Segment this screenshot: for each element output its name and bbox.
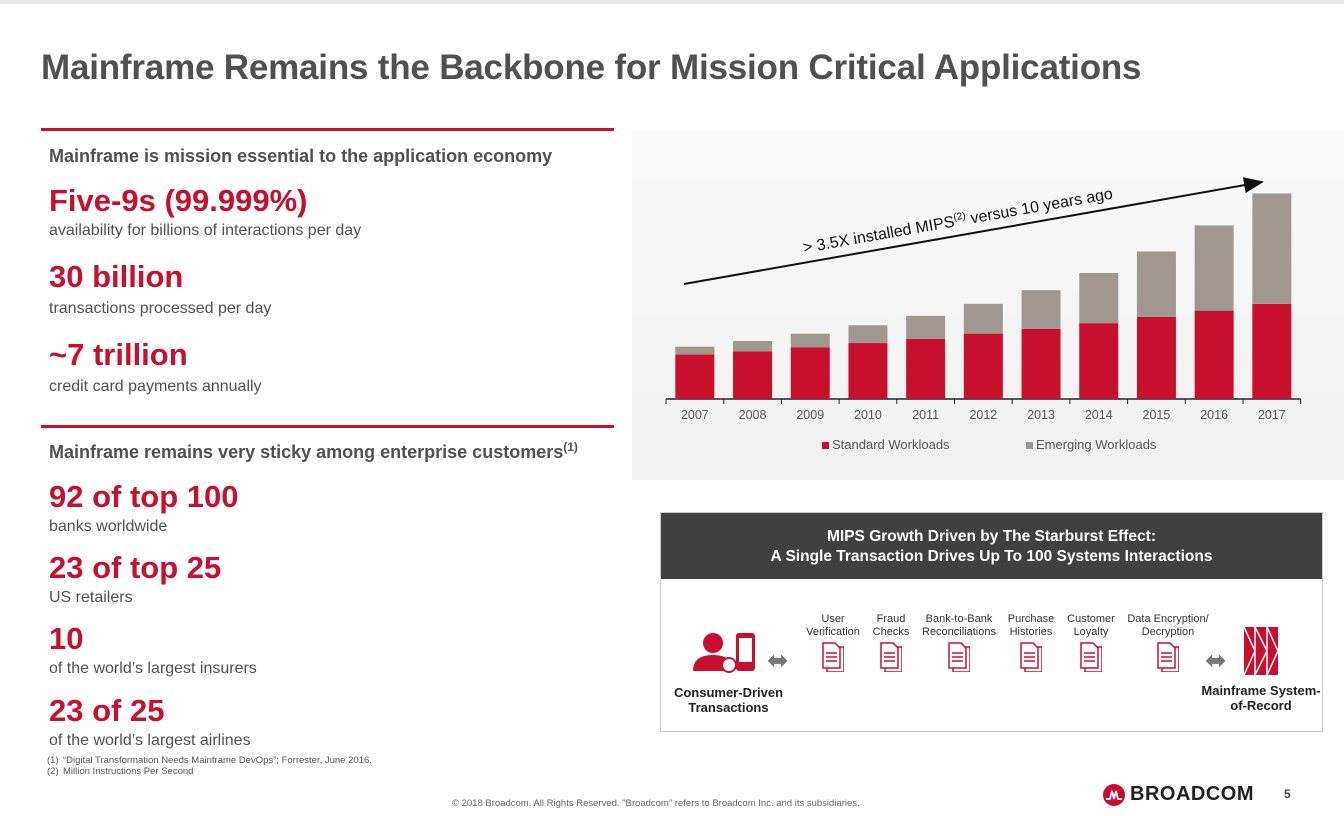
footnote: (2) Million Instructions Per Second xyxy=(47,766,194,777)
bar-emerging-2015 xyxy=(1136,251,1176,317)
bar-emerging-2016 xyxy=(1194,225,1234,311)
top-border xyxy=(0,0,1344,4)
bar-standard-2017 xyxy=(1252,303,1292,399)
interaction-step-label: Customer Loyalty xyxy=(1067,613,1115,638)
footnote-ref: (1) xyxy=(563,440,578,454)
x-tick-label: 2013 xyxy=(1027,408,1055,422)
stat-value: 92 of top 100 xyxy=(49,479,239,514)
bar-standard-2012 xyxy=(963,333,1003,399)
broadcom-logo: BROADCOM xyxy=(1103,783,1254,806)
broadcom-logo-icon xyxy=(1103,783,1125,806)
interaction-step-label: Data Encryption/Decryption xyxy=(1127,613,1209,638)
section-divider xyxy=(41,425,614,428)
section-heading: Mainframe is mission essential to the ap… xyxy=(49,146,553,166)
stat-value: 23 of top 25 xyxy=(49,550,222,585)
mainframe-label: Mainframe System-of-Record xyxy=(1201,683,1321,713)
logo-text: BROADCOM xyxy=(1130,783,1254,805)
stat-desc: availability for billions of interaction… xyxy=(49,222,362,239)
consumer-label: Consumer-Driven Transactions xyxy=(673,685,784,715)
bar-standard-2016 xyxy=(1194,310,1234,399)
consumer-mobile-icon xyxy=(693,633,755,673)
bar-emerging-2008 xyxy=(733,340,773,352)
bar-standard-2015 xyxy=(1136,316,1176,399)
bar-emerging-2010 xyxy=(848,325,888,344)
stat-value: 10 xyxy=(49,621,84,656)
x-tick-label: 2017 xyxy=(1258,408,1286,422)
x-tick-label: 2007 xyxy=(681,408,709,422)
section-divider xyxy=(41,128,614,131)
bar-emerging-2011 xyxy=(906,315,946,339)
document-icon xyxy=(1020,642,1042,672)
stat-desc: banks worldwide xyxy=(49,518,168,535)
bar-emerging-2009 xyxy=(790,333,830,348)
starburst-title: MIPS Growth Driven by The Starburst Effe… xyxy=(661,513,1322,579)
legend-swatch xyxy=(822,442,829,449)
heading-text: Mainframe remains very sticky among ente… xyxy=(49,442,564,462)
bar-emerging-2012 xyxy=(963,303,1003,334)
legend-item-emerging: Emerging Workloads xyxy=(1026,437,1156,452)
interaction-step-label: Bank-to-Bank Reconciliations xyxy=(922,613,996,638)
bar-standard-2009 xyxy=(790,347,830,399)
bar-emerging-2007 xyxy=(675,346,715,355)
x-tick-label: 2009 xyxy=(796,408,824,422)
growth-arrow xyxy=(683,177,1264,285)
stat-value: Five-9s (99.999%) xyxy=(49,183,308,218)
bidirectional-arrow-icon: ⬌ xyxy=(1205,645,1227,675)
stat-value: 23 of 25 xyxy=(49,693,165,728)
bidirectional-arrow-icon: ⬌ xyxy=(767,645,789,675)
document-icon xyxy=(822,642,844,672)
starburst-panel: MIPS Growth Driven by The Starburst Effe… xyxy=(660,512,1323,732)
stat-desc: credit card payments annually xyxy=(49,378,262,395)
mainframe-server-icon xyxy=(1243,626,1279,676)
bar-standard-2010 xyxy=(848,343,888,399)
bar-emerging-2017 xyxy=(1252,193,1292,304)
document-icon xyxy=(880,642,902,672)
document-icon xyxy=(1080,642,1102,672)
bar-standard-2014 xyxy=(1079,323,1119,399)
bar-standard-2008 xyxy=(733,351,773,399)
bar-standard-2011 xyxy=(906,338,946,399)
growth-annotation: > 3.5X installed MIPS(2) versus 10 years… xyxy=(802,185,1115,257)
interaction-step-label: User Verification xyxy=(806,613,860,638)
x-tick-label: 2012 xyxy=(969,408,997,422)
stat-desc: US retailers xyxy=(49,589,133,606)
copyright: © 2018 Broadcom. All Rights Reserved. "B… xyxy=(452,798,860,809)
stat-desc: transactions processed per day xyxy=(49,300,272,317)
page-number: 5 xyxy=(1284,787,1291,801)
interaction-step-label: Fraud Checks xyxy=(872,613,910,638)
legend-swatch xyxy=(1026,442,1033,449)
page-title: Mainframe Remains the Backbone for Missi… xyxy=(41,48,1142,87)
bar-standard-2013 xyxy=(1021,328,1061,399)
x-tick-label: 2008 xyxy=(739,408,767,422)
x-tick-label: 2014 xyxy=(1085,408,1113,422)
legend-item-standard: Standard Workloads xyxy=(822,437,950,452)
x-tick-label: 2015 xyxy=(1143,408,1171,422)
mips-chart: > 3.5X installed MIPS(2) versus 10 years… xyxy=(665,177,1302,422)
stat-desc: of the world’s largest airlines xyxy=(49,732,251,749)
x-tick-label: 2011 xyxy=(912,408,939,422)
bar-emerging-2014 xyxy=(1079,272,1119,324)
x-tick-label: 2016 xyxy=(1200,408,1228,422)
document-icon xyxy=(1157,642,1179,672)
stat-value: ~7 trillion xyxy=(49,337,188,372)
footnote: (1) “Digital Transformation Needs Mainfra… xyxy=(47,755,372,766)
bar-emerging-2013 xyxy=(1021,290,1061,329)
bar-standard-2007 xyxy=(675,354,715,399)
x-tick-label: 2010 xyxy=(854,408,882,422)
section-heading: Mainframe remains very sticky among ente… xyxy=(49,440,578,463)
stat-value: 30 billion xyxy=(49,259,184,294)
interaction-step-label: Purchase Histories xyxy=(1007,613,1055,638)
stat-desc: of the world’s largest insurers xyxy=(49,660,257,677)
document-icon xyxy=(948,642,970,672)
